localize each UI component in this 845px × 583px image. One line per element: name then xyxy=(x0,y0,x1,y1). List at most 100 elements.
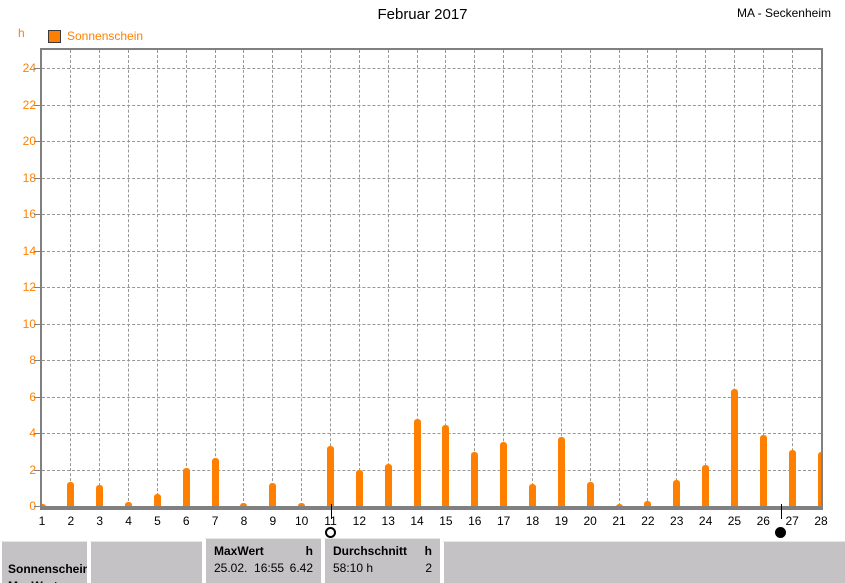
y-tick xyxy=(34,323,42,325)
sunshine-bar xyxy=(182,467,190,506)
y-gridline xyxy=(42,433,821,435)
x-gridline xyxy=(272,50,274,506)
x-gridline xyxy=(618,50,620,506)
x-gridline xyxy=(560,50,562,506)
y-gridline xyxy=(42,68,821,70)
x-tick-label: 23 xyxy=(670,514,684,528)
sunshine-bar xyxy=(327,445,335,506)
y-tick xyxy=(34,177,42,179)
sunshine-bar xyxy=(96,485,104,506)
x-tick-label: 16 xyxy=(468,514,482,528)
y-gridline xyxy=(42,323,821,325)
x-tick-label: 24 xyxy=(698,514,713,528)
x-gridline xyxy=(99,50,101,506)
status-cell-empty xyxy=(89,541,202,583)
y-tick xyxy=(34,469,42,471)
y-tick xyxy=(34,506,42,507)
legend-series-label: Sonnenschein xyxy=(67,29,144,43)
status-next-row-label: MaxWert xyxy=(2,578,87,583)
y-tick-label: 14 xyxy=(22,243,36,258)
y-gridline xyxy=(42,360,821,362)
y-tick-label: 4 xyxy=(29,426,36,441)
sunshine-bar xyxy=(67,482,75,506)
sunshine-bar xyxy=(557,436,565,506)
x-tick-label: 22 xyxy=(641,514,655,528)
y-gridline xyxy=(42,396,821,398)
sunshine-bar xyxy=(500,442,508,506)
sunshine-bar xyxy=(702,464,710,506)
page-title: Februar 2017 xyxy=(377,6,468,23)
maxwert-title: MaxWert xyxy=(214,544,264,558)
sunshine-bar xyxy=(615,504,623,506)
x-gridline xyxy=(791,50,793,506)
x-tick-label: 14 xyxy=(410,514,424,528)
x-gridline xyxy=(185,50,187,506)
x-gridline xyxy=(330,50,332,506)
sunshine-bar xyxy=(644,500,652,506)
x-tick-label: 13 xyxy=(381,514,395,528)
sunshine-bar xyxy=(298,503,306,506)
x-gridline xyxy=(733,50,735,506)
sunshine-bar xyxy=(817,452,821,506)
x-gridline xyxy=(705,50,707,506)
y-tick-label: 6 xyxy=(29,389,36,404)
moon-phase-tick xyxy=(780,504,782,519)
y-tick xyxy=(34,141,42,143)
maxwert-unit: h xyxy=(305,544,313,558)
status-cell-maxwert: MaxWert h 25.02. 16:55 6.42 xyxy=(204,538,321,583)
sunshine-bar xyxy=(471,452,479,506)
sunshine-bar xyxy=(42,504,46,506)
x-tick-label: 1 xyxy=(38,514,46,528)
y-tick-label: 18 xyxy=(22,170,36,185)
y-gridline xyxy=(42,214,821,216)
x-gridline xyxy=(301,50,303,506)
x-tick-label: 10 xyxy=(294,514,309,528)
x-tick-label: 28 xyxy=(814,514,828,528)
y-axis-unit-label: h xyxy=(18,26,25,40)
x-gridline xyxy=(214,50,216,506)
y-tick-label: 10 xyxy=(22,316,36,331)
y-tick-label: 12 xyxy=(22,280,36,295)
durchschnitt-title: Durchschnitt xyxy=(333,544,408,558)
y-tick xyxy=(34,250,42,252)
y-tick xyxy=(34,433,42,435)
sunshine-bar xyxy=(269,483,277,506)
y-tick xyxy=(34,396,42,398)
x-gridline xyxy=(474,50,476,506)
y-tick-label: 24 xyxy=(22,61,36,76)
sunshine-bar xyxy=(240,503,248,506)
x-gridline xyxy=(387,50,389,506)
x-gridline xyxy=(358,50,360,506)
x-gridline xyxy=(128,50,130,506)
durchschnitt-value: 2 xyxy=(425,561,432,575)
plot-area xyxy=(40,48,823,510)
sunshine-bar xyxy=(355,469,363,506)
y-tick xyxy=(34,68,42,70)
x-tick-label: 17 xyxy=(496,514,511,528)
x-gridline xyxy=(762,50,764,506)
sunshine-bar xyxy=(153,494,161,506)
x-tick-label: 15 xyxy=(439,514,453,528)
x-tick-label: 7 xyxy=(211,514,219,528)
y-gridline xyxy=(42,287,821,289)
x-gridline xyxy=(416,50,418,506)
y-tick-label: 0 xyxy=(29,499,36,513)
status-cell-durchschnitt: Durchschnitt h 58:10 h 2 xyxy=(323,538,440,583)
y-tick-label: 22 xyxy=(22,97,36,112)
station-label: MA - Seckenheim xyxy=(736,6,831,20)
x-gridline xyxy=(531,50,533,506)
x-tick-label: 26 xyxy=(756,514,770,528)
y-tick-label: 2 xyxy=(29,462,36,477)
sunshine-bar xyxy=(528,484,536,506)
y-tick xyxy=(34,104,42,106)
x-tick-label: 12 xyxy=(352,514,367,528)
x-tick-label: 27 xyxy=(785,514,799,528)
sunshine-bar xyxy=(759,434,767,506)
sunshine-bar xyxy=(413,419,421,506)
y-gridline xyxy=(42,469,821,471)
status-cell-series: Sonnenschein MaxWert xyxy=(0,541,87,583)
y-tick-label: 8 xyxy=(29,353,36,368)
x-tick-label: 5 xyxy=(154,514,161,528)
sunshine-bar xyxy=(211,457,219,506)
